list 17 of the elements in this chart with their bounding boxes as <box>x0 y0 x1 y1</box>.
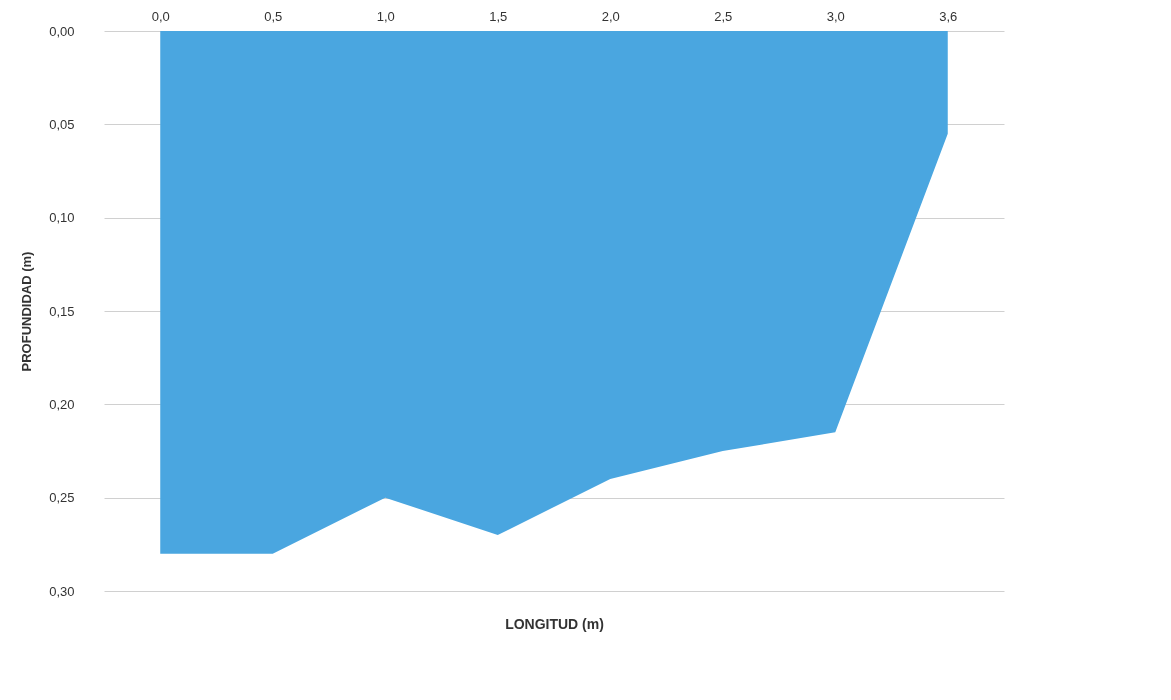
y-axis-title: PROFUNDIDAD (m) <box>19 251 35 372</box>
x-tick-label: 0,5 <box>264 8 283 24</box>
x-tick-label: 1,0 <box>376 8 395 24</box>
y-tick-label: 0,05 <box>49 116 75 132</box>
x-tick-label: 1,5 <box>489 8 508 24</box>
x-tick-label: 3,6 <box>939 8 958 24</box>
y-tick-label: 0,10 <box>49 210 75 226</box>
y-tick-label: 0,00 <box>49 23 75 39</box>
y-tick-label: 0,15 <box>49 303 75 319</box>
y-tick-label: 0,20 <box>49 396 75 412</box>
y-tick-label: 0,25 <box>49 490 75 506</box>
x-tick-label: 2,0 <box>601 8 620 24</box>
x-tick-label: 0,0 <box>151 8 170 24</box>
x-tick-label: 2,5 <box>714 8 733 24</box>
x-axis-title: LONGITUD (m) <box>505 615 604 632</box>
y-tick-label: 0,30 <box>49 583 75 599</box>
x-tick-label: 3,0 <box>826 8 845 24</box>
